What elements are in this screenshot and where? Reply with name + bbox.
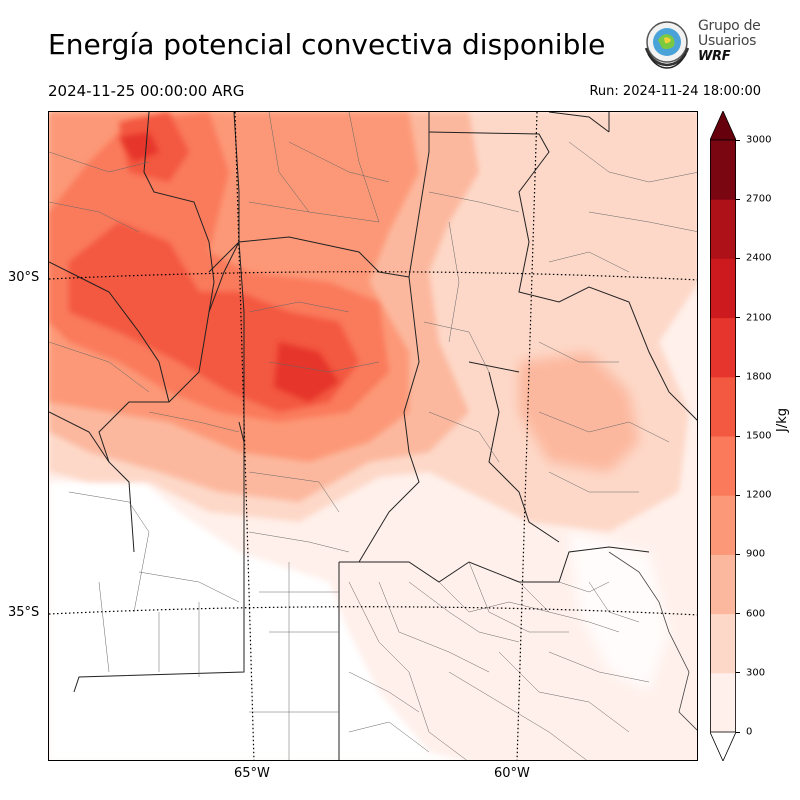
- colorbar-under-triangle: [709, 731, 737, 762]
- colorbar-tick-label: 2400: [746, 252, 772, 264]
- logo-line2: Usuarios: [698, 33, 757, 49]
- map-title: Energía potencial convectiva disponible: [48, 28, 606, 61]
- cape-level-1800-north: [119, 132, 159, 162]
- logo-line1: Grupo de: [698, 18, 761, 34]
- meridian-65w: [234, 112, 255, 760]
- colorbar-tick-mark: [736, 139, 740, 141]
- colorbar-tick-mark: [736, 613, 740, 615]
- province-borders: [49, 112, 697, 760]
- colorbar-tick-mark: [736, 198, 740, 200]
- colorbar-tick-label: 0: [746, 726, 753, 738]
- cape-zero-region: [49, 482, 461, 760]
- colorbar-swatch: [710, 199, 736, 259]
- colorbar-tick-label: 600: [746, 608, 766, 620]
- colorbar-swatch: [710, 140, 736, 200]
- colorbar-tick-mark: [736, 317, 740, 319]
- colorbar-tick-mark: [736, 376, 740, 378]
- colorbar-swatch: [710, 436, 736, 496]
- cape-zero-region-east: [569, 532, 669, 692]
- colorbar-tick-label: 1800: [746, 371, 772, 383]
- colorbar-tick-mark: [736, 494, 740, 496]
- colorbar-swatch: [710, 554, 736, 615]
- colorbar-over-triangle: [709, 110, 737, 141]
- colorbar-swatch: [710, 613, 736, 674]
- cape-level-600-east: [519, 352, 639, 472]
- lon-label-65w: 65°W: [234, 766, 270, 781]
- colorbar-tick-label: 300: [746, 667, 766, 679]
- lon-label-60w: 60°W: [494, 766, 530, 781]
- colorbar-tick-mark: [736, 257, 740, 259]
- colorbar-frame: [710, 139, 737, 733]
- lat-label-30s: 30°S: [8, 270, 40, 285]
- colorbar-swatch: [710, 495, 736, 555]
- parallel-30s: [49, 271, 697, 281]
- cape-level-1800: [274, 342, 339, 402]
- parallel-35s: [49, 606, 697, 616]
- colorbar-swatch: [710, 376, 736, 437]
- colorbar-tick-mark: [736, 672, 740, 674]
- colorbar-tick-label: 2100: [746, 312, 772, 324]
- colorbar-tick-mark: [736, 435, 740, 437]
- colorbar-tick-label: 900: [746, 548, 766, 560]
- colorbar-unit-label: J/kg: [775, 408, 790, 432]
- valid-time: 2024-11-25 00:00:00 ARG: [48, 82, 245, 100]
- colorbar-swatch: [710, 317, 736, 378]
- cape-map: [48, 111, 698, 761]
- run-time: Run: 2024-11-24 18:00:00: [589, 84, 761, 99]
- meridian-60w: [516, 112, 538, 760]
- colorbar-tick-label: 3000: [746, 134, 772, 146]
- logo-line3: WRF: [698, 49, 731, 64]
- colorbar-tick-mark: [736, 553, 740, 555]
- colorbar-swatch: [710, 672, 736, 733]
- colorbar-tick-label: 2700: [746, 193, 772, 205]
- department-borders: [49, 112, 697, 760]
- colorbar-tick-label: 1500: [746, 430, 772, 442]
- coastline: [608, 551, 697, 731]
- colorbar-swatch: [710, 258, 736, 319]
- cape-field: [49, 112, 697, 760]
- grupo-wrf-logo: Grupo de Usuarios WRF: [638, 18, 763, 70]
- lat-label-35s: 35°S: [8, 605, 40, 620]
- colorbar: [709, 110, 737, 762]
- graticule: [49, 112, 697, 760]
- logo-emblem-icon: [644, 21, 690, 69]
- colorbar-tick-mark: [736, 731, 740, 733]
- colorbar-tick-label: 1200: [746, 489, 772, 501]
- colorbar-swatches: [709, 110, 737, 762]
